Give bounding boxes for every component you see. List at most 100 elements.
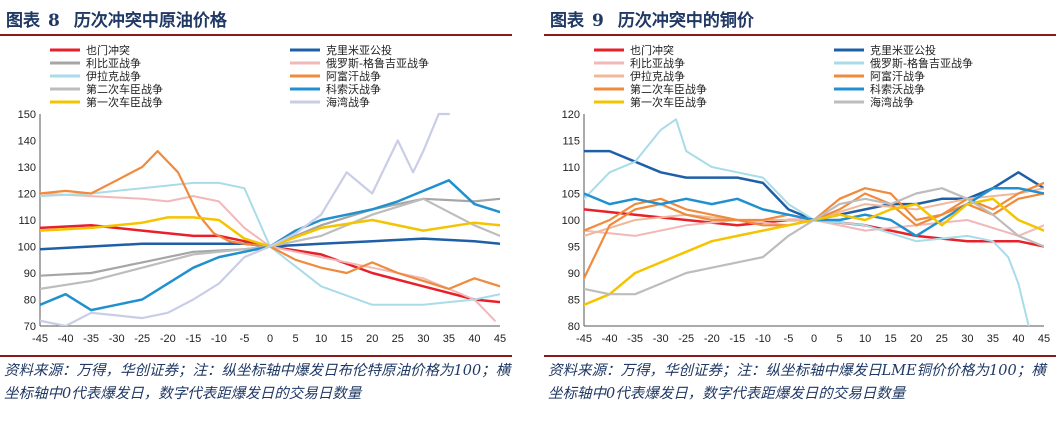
legend-label: 科索沃战争 (870, 82, 925, 96)
legend-label: 阿富汗战争 (870, 69, 925, 83)
legend-label: 俄罗斯-格鲁吉亚战争 (326, 56, 429, 70)
series-line (40, 112, 450, 326)
series-line (584, 187, 1044, 296)
chart-title-prefix: 图表 (6, 11, 40, 31)
x-tick-label: 45 (1038, 333, 1050, 345)
x-tick-label: -25 (678, 333, 694, 345)
y-tick-label: 120 (18, 189, 36, 201)
x-tick-label: -35 (627, 333, 643, 345)
source-rule (544, 355, 1056, 357)
x-tick-label: 15 (885, 333, 897, 345)
x-tick-label: -30 (109, 333, 125, 345)
y-tick-label: 80 (568, 321, 580, 333)
y-tick-label: 85 (568, 295, 580, 307)
x-tick-label: 5 (836, 333, 842, 345)
legend-label: 科索沃战争 (326, 82, 381, 96)
x-tick-label: -5 (784, 333, 794, 345)
legend-label: 伊拉克战争 (630, 69, 685, 83)
x-tick-label: -30 (653, 333, 669, 345)
x-tick-label: 0 (267, 333, 273, 345)
x-tick-label: -10 (755, 333, 771, 345)
chart-panel-copper: 图表 9 历次冲突中的铜价 80 85 90 95 100 105 110 115 120 -45 -4… (544, 0, 1064, 448)
source-note: 资料来源：万得，华创证券；注：纵坐标轴中爆发日布伦特原油价格为100；横坐标轴中… (4, 363, 511, 402)
chart-title-prefix: 图表 (550, 11, 584, 31)
series-line (584, 118, 1030, 326)
series-line (40, 197, 500, 290)
x-tick-label: -45 (576, 333, 592, 345)
series-line (40, 216, 500, 248)
x-tick-label: 25 (392, 333, 404, 345)
legend-label: 克里米亚公投 (870, 43, 936, 57)
series-line (40, 192, 496, 322)
series-line (40, 181, 500, 306)
legend-label: 第二次车臣战争 (630, 82, 707, 96)
legend-label: 海湾战争 (326, 95, 370, 109)
y-tick-label: 70 (24, 321, 36, 333)
chart-title-text: 历次冲突中原油价格 (73, 11, 227, 31)
x-tick-label: -5 (240, 333, 250, 345)
series-line (40, 149, 500, 290)
y-tick-label: 150 (18, 109, 36, 121)
series-line (584, 197, 1044, 307)
chart-title: 图表 8 历次冲突中原油价格 (6, 6, 227, 31)
y-tick-label: 90 (568, 268, 580, 280)
source-rule (0, 355, 512, 357)
x-tick-label: -35 (83, 333, 99, 345)
y-tick-label: 140 (18, 136, 36, 148)
title-rule (544, 34, 1056, 36)
x-tick-label: 35 (987, 333, 999, 345)
x-tick-label: -10 (211, 333, 227, 345)
x-tick-label: -40 (58, 333, 74, 345)
x-tick-label: 10 (315, 333, 327, 345)
x-tick-label: -15 (185, 333, 201, 345)
source-note: 资料来源：万得，华创证券；注：纵坐标轴中爆发日LME铜价价格为100；横坐标轴中… (548, 363, 1046, 402)
chart-title-number: 8 (48, 11, 60, 31)
series-line (584, 219, 1044, 237)
x-tick-label: -15 (729, 333, 745, 345)
y-tick-label: 90 (24, 268, 36, 280)
plot-area (584, 118, 1044, 326)
legend-label: 利比亚战争 (630, 56, 685, 70)
x-tick-label: -40 (602, 333, 618, 345)
y-tick-label: 100 (18, 242, 36, 254)
series-line (584, 149, 1044, 222)
y-tick-label: 110 (562, 162, 580, 174)
x-tick-label: -20 (704, 333, 720, 345)
legend-label: 第一次车臣战争 (86, 95, 163, 109)
y-tick-label: 95 (568, 242, 580, 254)
y-tick-label: 130 (18, 162, 36, 174)
y-tick-label: 105 (562, 189, 580, 201)
chart-title-text: 历次冲突中的铜价 (617, 11, 754, 31)
legend-label: 也门冲突 (86, 43, 130, 57)
chart-panel-oil: 图表 8 历次冲突中原油价格 70 80 90 100 110 120 130 140 150 -45… (0, 0, 520, 448)
chart-title: 图表 9 历次冲突中的铜价 (550, 6, 754, 31)
y-tick-label: 115 (562, 136, 580, 148)
legend-label: 克里米亚公投 (326, 43, 392, 57)
x-tick-label: 25 (936, 333, 948, 345)
x-tick-label: 30 (961, 333, 973, 345)
x-tick-label: 40 (1012, 333, 1024, 345)
x-tick-label: 30 (417, 333, 429, 345)
y-tick-label: 100 (562, 215, 580, 227)
x-tick-label: -45 (32, 333, 48, 345)
x-tick-label: 15 (341, 333, 353, 345)
legend-label: 阿富汗战争 (326, 69, 381, 83)
x-tick-label: 20 (910, 333, 922, 345)
legend-label: 也门冲突 (630, 43, 674, 57)
title-rule (0, 34, 512, 36)
x-tick-label: 0 (811, 333, 817, 345)
plot-area (40, 112, 500, 326)
x-tick-label: 5 (292, 333, 298, 345)
series-line (40, 197, 500, 277)
y-tick-label: 110 (18, 215, 36, 227)
x-tick-label: 45 (494, 333, 506, 345)
series-line (584, 208, 1044, 248)
x-tick-label: 40 (468, 333, 480, 345)
x-tick-label: 10 (859, 333, 871, 345)
chart-title-number: 9 (592, 11, 604, 31)
legend-label: 第一次车臣战争 (630, 95, 707, 109)
x-tick-label: -25 (134, 333, 150, 345)
series-line (40, 224, 500, 304)
